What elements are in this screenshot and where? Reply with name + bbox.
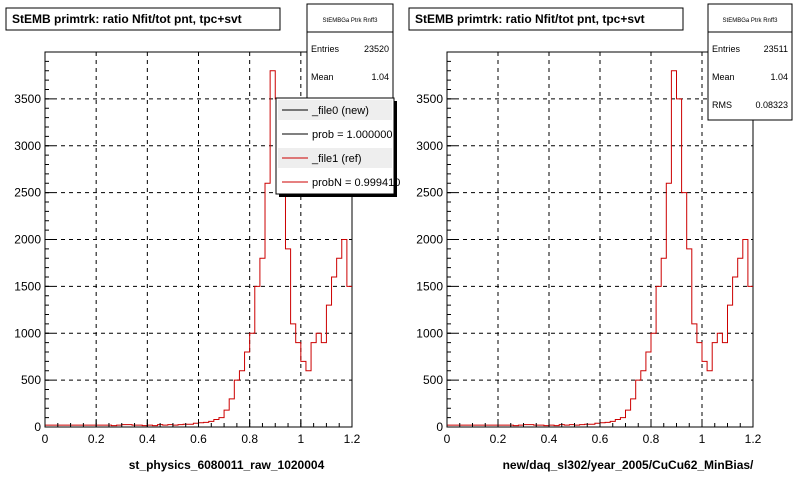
y-tick-label: 3000 xyxy=(14,139,41,153)
y-tick-label: 0 xyxy=(436,420,443,434)
stats-box xyxy=(707,3,793,121)
legend: _file0 (new) prob = 1.000000 _file1 (ref) p… xyxy=(275,97,400,197)
title-box xyxy=(408,7,684,31)
stats-label: Entries xyxy=(712,44,741,54)
x-tick-label: 0.2 xyxy=(490,432,507,446)
y-tick-label: 1000 xyxy=(14,326,41,340)
x-tick-label: 0.8 xyxy=(241,432,258,446)
stats-value: 23520 xyxy=(364,44,389,54)
y-tick-label: 1500 xyxy=(416,279,443,293)
x-tick-label: 0 xyxy=(42,432,49,446)
x-tick-label: 0.2 xyxy=(88,432,105,446)
stats-value: 0.08323 xyxy=(755,100,788,110)
y-tick-label: 3500 xyxy=(416,92,443,106)
chart-panel-1: 0 0.2 0.4 0.6 0.8 1 1.2 0 500 1000 1500 2000 2500 300… xyxy=(5,3,400,472)
x-tick-label: 0.4 xyxy=(541,432,558,446)
x-tick-label: 1.2 xyxy=(344,432,361,446)
x-tick-label: 0.6 xyxy=(592,432,609,446)
y-tick-label: 3000 xyxy=(416,139,443,153)
chart-title: StEMB primtrk: ratio Nfit/tot pnt, tpc+s… xyxy=(12,12,242,26)
x-tick-label: 1 xyxy=(297,432,304,446)
legend-label: prob = 1.000000 xyxy=(312,129,392,141)
x-tick-label: 0.8 xyxy=(643,432,660,446)
y-tick-label: 1000 xyxy=(416,326,443,340)
y-tick-label: 0 xyxy=(34,420,41,434)
stats-label: Mean xyxy=(712,72,735,82)
x-tick-label: 1.2 xyxy=(745,432,762,446)
y-tick-label: 2000 xyxy=(14,233,41,247)
stats-value: 23511 xyxy=(764,44,788,54)
legend-label: probN = 0.999410 xyxy=(312,177,400,189)
x-tick-label: 0.4 xyxy=(139,432,156,446)
stats-label: Entries xyxy=(311,44,340,54)
stats-name: StEMBGa Ptrk Rnff3 xyxy=(323,18,379,24)
x-tick-label: 0 xyxy=(444,432,451,446)
y-tick-label: 2500 xyxy=(14,186,41,200)
y-tick-label: 1500 xyxy=(14,279,41,293)
x-tick-label: 1 xyxy=(699,432,706,446)
stats-value: 1.04 xyxy=(770,72,788,82)
legend-row-bg xyxy=(278,148,392,168)
title-box xyxy=(5,7,281,31)
legend-label: _file1 (ref) xyxy=(311,153,362,165)
stats-label: Mean xyxy=(311,72,334,82)
chart-title: StEMB primtrk: ratio Nfit/tot pnt, tpc+s… xyxy=(415,12,645,26)
stats-name: StEMBGa Ptrk Rnff3 xyxy=(723,18,779,24)
legend-row-bg xyxy=(278,100,392,120)
y-tick-label: 2000 xyxy=(416,233,443,247)
y-tick-label: 3500 xyxy=(14,92,41,106)
x-axis-label: st_physics_6080011_raw_1020004 xyxy=(129,458,325,472)
chart-panel-2: 0 0.2 0.4 0.6 0.8 1 1.2 0 500 1000 1500 2000 2500 300… xyxy=(408,3,793,472)
y-tick-label: 500 xyxy=(21,373,41,387)
y-tick-label: 500 xyxy=(423,373,443,387)
y-tick-label: 2500 xyxy=(416,186,443,200)
x-tick-label: 0.6 xyxy=(190,432,207,446)
stats-value: 1.04 xyxy=(371,72,389,82)
legend-label: _file0 (new) xyxy=(311,105,369,117)
stats-label: RMS xyxy=(712,100,732,110)
x-axis-label: new/daq_sl302/year_2005/CuCu62_MinBias/ xyxy=(503,458,754,472)
